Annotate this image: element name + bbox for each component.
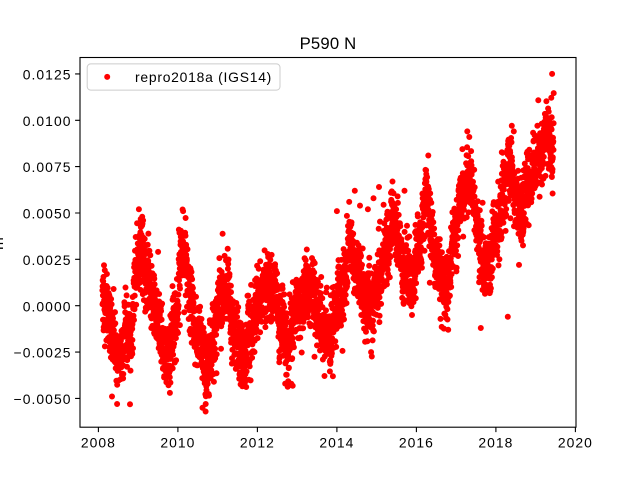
svg-text:0.0025: 0.0025 [23, 252, 72, 268]
svg-text:2018: 2018 [478, 435, 513, 451]
svg-text:0.0100: 0.0100 [23, 113, 72, 129]
svg-text:2014: 2014 [319, 435, 354, 451]
svg-text:2020: 2020 [558, 435, 593, 451]
svg-text:2008: 2008 [81, 435, 116, 451]
svg-text:repro2018a (IGS14): repro2018a (IGS14) [135, 69, 272, 85]
svg-text:0.0125: 0.0125 [23, 67, 72, 83]
svg-text:0.0075: 0.0075 [23, 159, 72, 175]
svg-text:−0.0050: −0.0050 [14, 391, 72, 407]
svg-text:2010: 2010 [160, 435, 195, 451]
svg-text:−0.0025: −0.0025 [14, 345, 72, 361]
svg-text:0.0050: 0.0050 [23, 206, 72, 222]
svg-text:P590 N: P590 N [300, 34, 357, 53]
svg-text:2016: 2016 [399, 435, 434, 451]
svg-text:m: m [0, 237, 7, 250]
svg-text:2012: 2012 [240, 435, 275, 451]
svg-text:0.0000: 0.0000 [23, 298, 72, 314]
